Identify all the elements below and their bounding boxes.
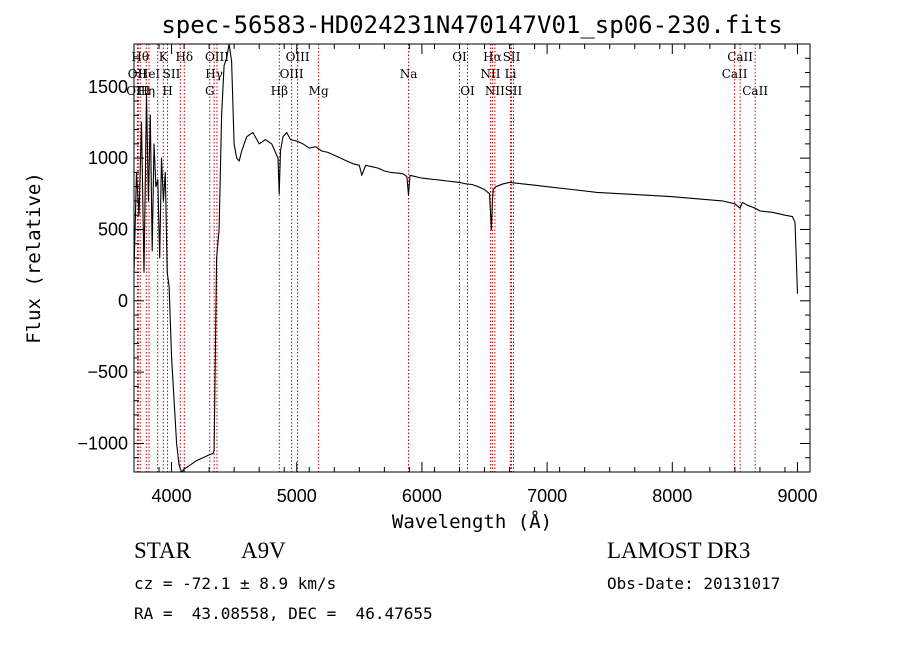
line-marker-label: Li (505, 67, 517, 81)
spectrum-line (133, 43, 799, 473)
plot-frame (133, 43, 811, 473)
x-tick-label: 4000 (152, 486, 192, 506)
x-axis-label: Wavelength (Å) (392, 510, 552, 533)
line-marker-label: Hθ (131, 50, 149, 64)
spectral-line-markers: HθOIIOIIIHηHeIKHSIIHδGHγOIIIHβOIIIOIIIMg… (126, 44, 768, 472)
line-marker-label: NII (481, 67, 501, 81)
line-marker-label: Na (400, 67, 418, 81)
observation-date: Obs-Date: 20131017 (607, 574, 781, 593)
line-marker-label: K (159, 50, 169, 64)
line-marker-label: SII (503, 50, 521, 64)
x-tick-label: 6000 (402, 486, 442, 506)
line-marker-label: OIII (280, 67, 304, 81)
spectrum-series (133, 43, 799, 473)
redshift-readout: cz = -72.1 ± 8.9 km/s (134, 574, 337, 593)
line-marker-label: Hβ (271, 84, 288, 98)
object-class: STAR (134, 538, 191, 563)
chart-title: spec-56583-HD024231N470147V01_sp06-230.f… (161, 11, 782, 39)
line-marker-label: G (205, 84, 215, 98)
y-tick-label: 500 (98, 219, 128, 239)
line-marker-label: HeI (138, 67, 161, 81)
line-marker-label: Hγ (205, 67, 223, 81)
line-marker-label: OIII (126, 84, 150, 98)
x-tick-label: 5000 (277, 486, 317, 506)
y-tick-label: 1500 (88, 77, 128, 97)
x-tick-label: 7000 (527, 486, 567, 506)
line-marker-label: CaII (727, 50, 753, 64)
object-subclass: A9V (241, 538, 286, 563)
line-marker-label: CaII (742, 84, 768, 98)
coordinates-readout: RA = 43.08558, DEC = 46.47655 (134, 604, 433, 623)
line-marker-label: OI (460, 84, 475, 98)
line-marker-label: Hδ (175, 50, 193, 64)
x-tick-label: 8000 (652, 486, 692, 506)
y-tick-label: −500 (87, 362, 128, 382)
line-marker-label: Mg (309, 84, 329, 98)
axes: 4000 5000 6000 7000 8000 9000 −1000 −500 0 500 100… (77, 43, 818, 506)
line-marker-label: OI (452, 50, 467, 64)
y-axis-label: Flux (relative) (23, 172, 45, 344)
y-tick-label: 1000 (88, 148, 128, 168)
y-tick-label: 0 (118, 291, 128, 311)
line-marker-label: H (162, 84, 172, 98)
line-marker-label: CaII (722, 67, 748, 81)
line-marker-label: Hη (137, 84, 155, 98)
line-marker-label: OII (128, 67, 148, 81)
line-marker-label: NII (485, 84, 505, 98)
survey-name: LAMOST DR3 (607, 538, 751, 563)
line-marker-label: SII (505, 84, 523, 98)
x-tick-label: 9000 (777, 486, 817, 506)
line-marker-label: OIII (205, 50, 229, 64)
y-tick-label: −1000 (77, 433, 128, 453)
line-marker-label: SII (163, 67, 181, 81)
line-marker-label: Hα (483, 50, 502, 64)
line-marker-label: OIII (286, 50, 310, 64)
